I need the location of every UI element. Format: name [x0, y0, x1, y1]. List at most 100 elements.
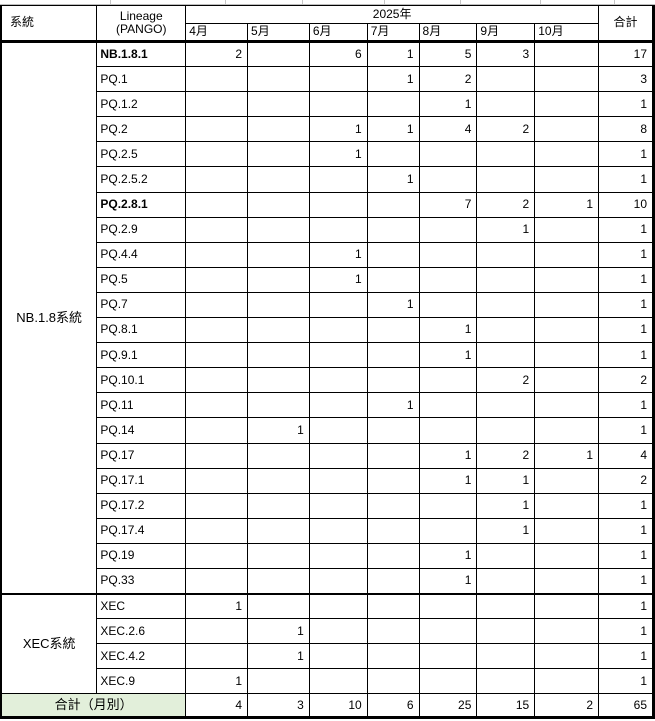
value-cell[interactable] [534, 342, 600, 369]
value-cell[interactable] [185, 291, 249, 319]
value-cell[interactable] [476, 567, 536, 595]
header-group-column[interactable]: 系統 [0, 5, 98, 43]
value-cell[interactable] [366, 91, 420, 118]
value-cell[interactable] [534, 567, 600, 595]
value-cell[interactable] [476, 592, 536, 620]
value-cell[interactable] [476, 618, 536, 645]
value-cell[interactable] [476, 141, 536, 168]
value-cell[interactable]: 1 [534, 442, 600, 469]
value-cell[interactable] [476, 241, 536, 268]
value-cell[interactable] [185, 367, 249, 394]
value-cell[interactable] [247, 592, 310, 620]
value-cell[interactable] [476, 542, 536, 569]
value-cell[interactable]: 2 [476, 367, 536, 394]
month-header-apr[interactable]: 4月 [185, 23, 249, 43]
row-total-cell[interactable]: 1 [598, 166, 654, 193]
value-cell[interactable]: 1 [247, 643, 310, 670]
value-cell[interactable]: 7 [418, 191, 478, 218]
lineage-cell[interactable]: PQ.1.2 [96, 91, 187, 118]
lineage-cell[interactable]: PQ.2.5 [96, 141, 187, 168]
value-cell[interactable]: 1 [308, 266, 368, 293]
value-cell[interactable] [366, 668, 420, 695]
value-cell[interactable] [534, 517, 600, 544]
value-cell[interactable] [366, 542, 420, 569]
value-cell[interactable] [185, 517, 249, 544]
value-cell[interactable] [308, 291, 368, 319]
value-cell[interactable] [476, 342, 536, 369]
value-cell[interactable] [418, 392, 478, 419]
value-cell[interactable] [247, 66, 310, 93]
lineage-cell[interactable]: NB.1.8.1 [96, 40, 187, 68]
month-header-jul[interactable]: 7月 [366, 23, 420, 43]
value-cell[interactable] [308, 467, 368, 494]
lineage-cell[interactable]: XEC.2.6 [96, 618, 187, 645]
value-cell[interactable] [366, 643, 420, 670]
value-cell[interactable] [534, 668, 600, 695]
row-total-cell[interactable]: 1 [598, 668, 654, 695]
value-cell[interactable] [476, 392, 536, 419]
lineage-cell[interactable]: PQ.19 [96, 542, 187, 569]
value-cell[interactable] [418, 166, 478, 193]
month-header-sep[interactable]: 9月 [476, 23, 536, 43]
value-cell[interactable] [534, 66, 600, 93]
value-cell[interactable] [308, 618, 368, 645]
value-cell[interactable] [247, 392, 310, 419]
value-cell[interactable] [534, 592, 600, 620]
row-total-cell[interactable]: 1 [598, 542, 654, 569]
value-cell[interactable] [366, 517, 420, 544]
month-header-aug[interactable]: 8月 [418, 23, 478, 43]
value-cell[interactable] [366, 618, 420, 645]
value-cell[interactable] [534, 166, 600, 193]
value-cell[interactable]: 5 [418, 40, 478, 68]
row-total-cell[interactable]: 2 [598, 467, 654, 494]
value-cell[interactable] [185, 66, 249, 93]
value-cell[interactable] [476, 91, 536, 118]
row-total-cell[interactable]: 1 [598, 567, 654, 595]
value-cell[interactable] [534, 141, 600, 168]
value-cell[interactable] [418, 643, 478, 670]
row-total-cell[interactable]: 1 [598, 492, 654, 519]
row-total-cell[interactable]: 17 [598, 40, 654, 68]
value-cell[interactable]: 1 [418, 542, 478, 569]
lineage-cell[interactable]: PQ.4.4 [96, 241, 187, 268]
row-total-cell[interactable]: 4 [598, 442, 654, 469]
lineage-cell[interactable]: PQ.7 [96, 291, 187, 319]
value-cell[interactable]: 1 [418, 467, 478, 494]
row-total-cell[interactable]: 1 [598, 291, 654, 319]
value-cell[interactable] [534, 467, 600, 494]
footer-value-cell[interactable]: 6 [366, 693, 420, 719]
lineage-cell[interactable]: PQ.2.8.1 [96, 191, 187, 218]
value-cell[interactable]: 1 [476, 216, 536, 243]
lineage-cell[interactable]: PQ.2.9 [96, 216, 187, 243]
row-total-cell[interactable]: 1 [598, 517, 654, 544]
value-cell[interactable]: 2 [185, 40, 249, 68]
footer-value-cell[interactable]: 2 [534, 693, 600, 719]
value-cell[interactable] [247, 367, 310, 394]
value-cell[interactable] [476, 417, 536, 444]
row-total-cell[interactable]: 1 [598, 141, 654, 168]
value-cell[interactable] [534, 643, 600, 670]
value-cell[interactable] [308, 542, 368, 569]
row-total-cell[interactable]: 1 [598, 618, 654, 645]
value-cell[interactable] [247, 241, 310, 268]
value-cell[interactable] [476, 668, 536, 695]
value-cell[interactable] [534, 392, 600, 419]
value-cell[interactable] [366, 592, 420, 620]
lineage-cell[interactable]: PQ.17.2 [96, 492, 187, 519]
value-cell[interactable]: 1 [366, 166, 420, 193]
value-cell[interactable] [185, 166, 249, 193]
value-cell[interactable] [366, 492, 420, 519]
value-cell[interactable] [247, 291, 310, 319]
value-cell[interactable] [308, 91, 368, 118]
value-cell[interactable]: 1 [185, 592, 249, 620]
lineage-cell[interactable]: PQ.17.1 [96, 467, 187, 494]
value-cell[interactable] [247, 542, 310, 569]
row-total-cell[interactable]: 1 [598, 392, 654, 419]
value-cell[interactable] [418, 291, 478, 319]
footer-value-cell[interactable]: 4 [185, 693, 249, 719]
value-cell[interactable] [247, 442, 310, 469]
value-cell[interactable] [366, 266, 420, 293]
value-cell[interactable] [476, 643, 536, 670]
value-cell[interactable]: 1 [418, 567, 478, 595]
value-cell[interactable] [247, 266, 310, 293]
